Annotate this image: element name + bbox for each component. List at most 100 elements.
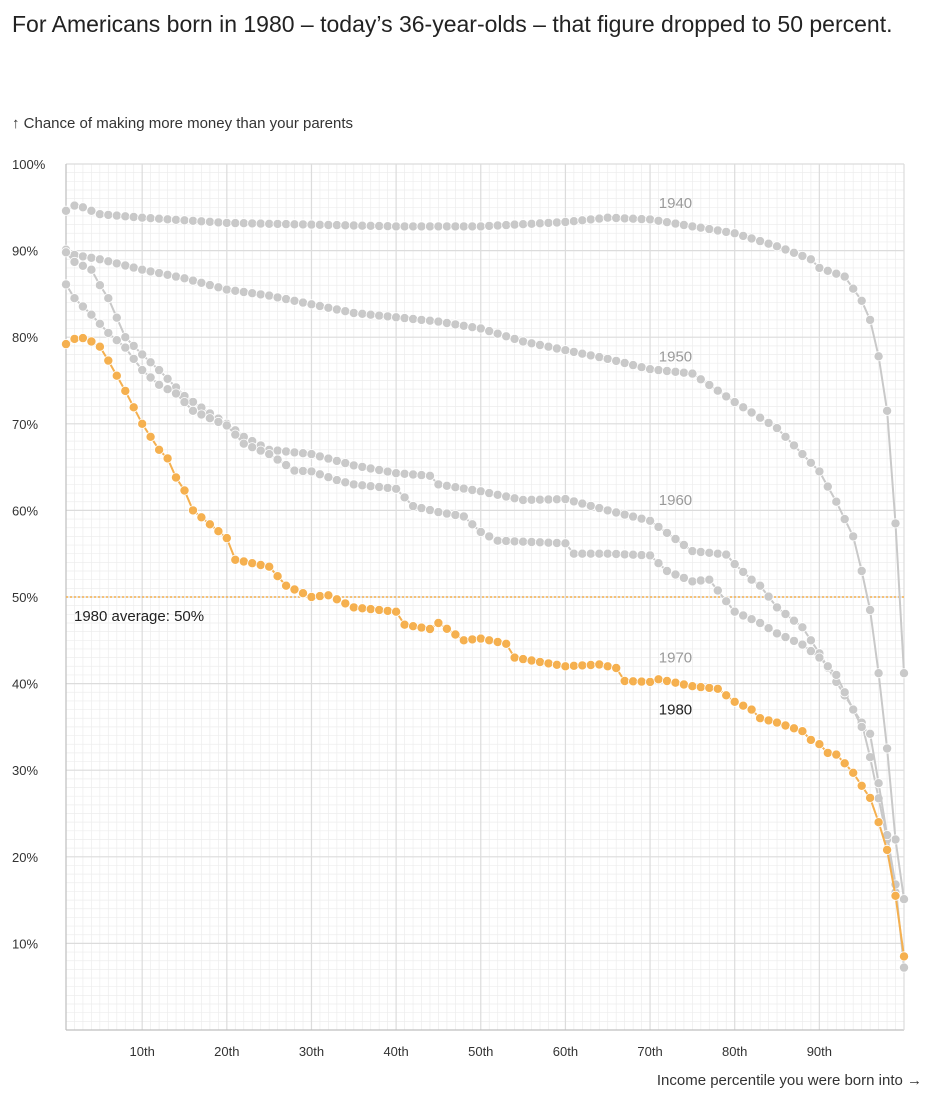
data-point-1960 <box>746 574 757 585</box>
data-point-1960 <box>526 494 537 505</box>
data-point-1960 <box>560 494 571 505</box>
data-point-1960 <box>577 498 588 509</box>
x-axis-title: Income percentile you were born into → <box>656 1072 922 1089</box>
data-point-1940 <box>890 518 901 529</box>
data-point-1940 <box>670 218 681 229</box>
y-tick-label: 40% <box>12 677 38 692</box>
data-point-1950 <box>323 302 334 313</box>
data-point-1980 <box>653 674 664 685</box>
data-point-1940 <box>780 244 791 255</box>
data-point-1970 <box>145 372 156 383</box>
y-tick-label: 30% <box>12 763 38 778</box>
data-point-1970 <box>594 548 605 559</box>
data-point-1980 <box>856 780 867 791</box>
data-point-1980 <box>331 594 342 605</box>
data-point-1970 <box>780 632 791 643</box>
data-point-1980 <box>382 605 393 616</box>
x-tick-label: 60th <box>553 1044 578 1059</box>
data-point-1960 <box>86 264 97 275</box>
data-point-1940 <box>179 215 190 226</box>
data-point-1950 <box>712 385 723 396</box>
data-point-1960 <box>433 479 444 490</box>
data-point-1950 <box>238 286 249 297</box>
data-point-1950 <box>585 350 596 361</box>
data-point-1950 <box>678 367 689 378</box>
data-point-1960 <box>94 280 105 291</box>
data-point-1970 <box>772 628 783 639</box>
data-point-1940 <box>391 221 402 232</box>
data-point-1950 <box>670 366 681 377</box>
data-point-1980 <box>670 677 681 688</box>
data-point-1970 <box>475 527 486 538</box>
y-axis-title: ↑ Chance of making more money than your … <box>12 115 354 132</box>
data-point-1980 <box>179 485 190 496</box>
data-point-1980 <box>77 333 88 344</box>
data-point-1950 <box>882 743 893 754</box>
data-point-1950 <box>221 284 232 295</box>
data-point-1970 <box>458 511 469 522</box>
data-point-1980 <box>441 623 452 634</box>
series-label-1940: 1940 <box>659 195 692 212</box>
data-point-1940 <box>814 262 825 273</box>
data-point-1940 <box>585 214 596 225</box>
data-point-1940 <box>86 205 97 216</box>
data-point-1960 <box>357 461 368 472</box>
data-point-1970 <box>441 508 452 519</box>
data-point-1970 <box>628 549 639 560</box>
data-point-1960 <box>281 446 292 457</box>
data-point-1950 <box>636 362 647 373</box>
data-point-1940 <box>577 215 588 226</box>
data-point-1950 <box>839 514 850 525</box>
data-point-1960 <box>137 349 148 360</box>
data-point-1950 <box>213 282 224 293</box>
data-point-1980 <box>526 655 537 666</box>
data-point-1980 <box>433 618 444 629</box>
data-point-1940 <box>628 213 639 224</box>
data-point-1940 <box>594 213 605 224</box>
data-point-1960 <box>772 602 783 613</box>
data-point-1980 <box>357 603 368 614</box>
data-point-1980 <box>687 681 698 692</box>
data-point-1960 <box>467 484 478 495</box>
data-point-1940 <box>712 225 723 236</box>
x-tick-label: 30th <box>299 1044 324 1059</box>
data-point-1970 <box>204 413 215 424</box>
data-point-1970 <box>137 365 148 376</box>
data-point-1980 <box>61 339 72 350</box>
data-point-1960 <box>695 547 706 558</box>
data-point-1950 <box>890 834 901 845</box>
data-point-1970 <box>831 669 842 680</box>
data-point-1960 <box>501 491 512 502</box>
data-point-1980 <box>602 661 613 672</box>
y-tick-label: 100% <box>12 157 46 172</box>
data-point-1980 <box>221 533 232 544</box>
data-point-1950 <box>501 331 512 342</box>
data-point-1950 <box>450 319 461 330</box>
data-point-1970 <box>94 318 105 329</box>
data-point-1960 <box>61 247 72 258</box>
data-point-1970 <box>560 538 571 549</box>
data-point-1980 <box>712 683 723 694</box>
data-point-1970 <box>331 475 342 486</box>
data-point-1940 <box>204 216 215 227</box>
data-point-1960 <box>797 622 808 633</box>
data-point-1980 <box>399 619 410 630</box>
data-point-1960 <box>594 503 605 514</box>
data-point-1980 <box>501 638 512 649</box>
data-point-1980 <box>365 604 376 615</box>
data-point-1980 <box>128 402 139 413</box>
data-point-1970 <box>721 596 732 607</box>
data-point-1950 <box>687 368 698 379</box>
data-point-1980 <box>103 355 114 366</box>
data-point-1980 <box>831 749 842 760</box>
y-tick-label: 20% <box>12 850 38 865</box>
data-point-1960 <box>187 396 198 407</box>
data-point-1950 <box>721 391 732 402</box>
data-point-1970 <box>77 301 88 312</box>
data-point-1980 <box>450 629 461 640</box>
data-point-1980 <box>374 605 385 616</box>
data-point-1950 <box>137 264 148 275</box>
data-point-1960 <box>272 445 283 456</box>
data-point-1950 <box>154 268 165 279</box>
data-point-1940 <box>154 213 165 224</box>
